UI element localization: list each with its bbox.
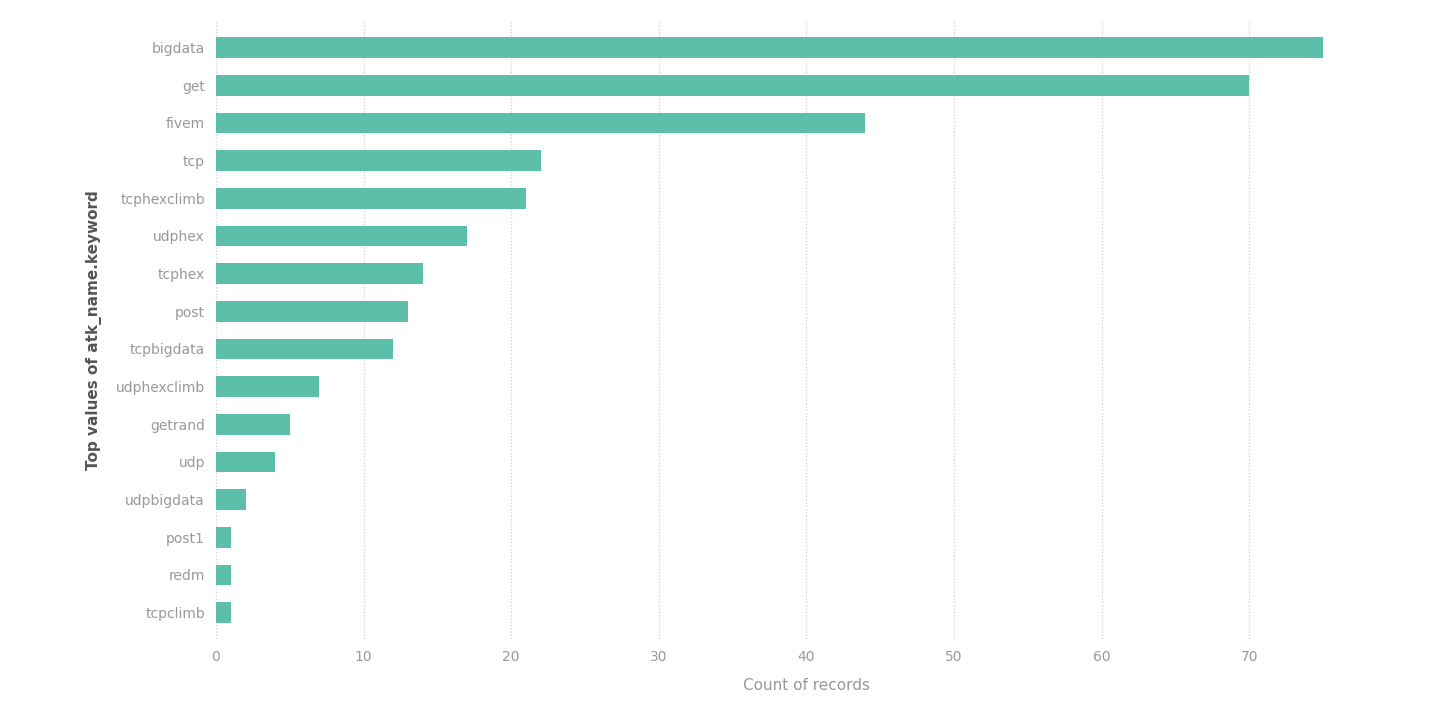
Bar [216, 38, 1323, 58]
Bar [216, 188, 526, 209]
Y-axis label: Top values of atk_name.keyword: Top values of atk_name.keyword [86, 190, 102, 470]
Bar [216, 339, 393, 359]
Bar [216, 75, 1250, 96]
Bar [216, 602, 230, 623]
Bar [216, 414, 289, 435]
Bar [216, 489, 245, 510]
Bar [216, 376, 320, 397]
Bar [216, 527, 230, 547]
Bar [216, 263, 423, 284]
Bar [216, 564, 230, 585]
Bar [216, 113, 865, 133]
Bar [216, 452, 275, 472]
Bar [216, 301, 408, 322]
Bar [216, 226, 467, 246]
Bar [216, 151, 541, 171]
X-axis label: Count of records: Count of records [743, 678, 870, 693]
